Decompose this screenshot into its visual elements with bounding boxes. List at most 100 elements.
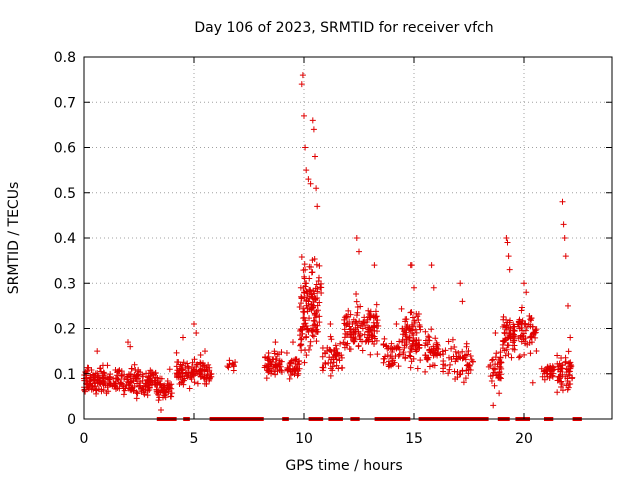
data-point bbox=[124, 376, 131, 383]
data-point bbox=[348, 331, 355, 338]
data-point bbox=[504, 342, 511, 349]
data-point bbox=[173, 349, 180, 356]
data-point bbox=[135, 368, 142, 375]
data-point bbox=[463, 340, 470, 347]
data-point bbox=[180, 359, 187, 366]
data-point bbox=[546, 375, 553, 382]
data-point bbox=[229, 360, 236, 367]
data-point bbox=[303, 352, 310, 359]
data-point bbox=[530, 330, 537, 337]
chart-title: Day 106 of 2023, SRMTID for receiver vfc… bbox=[194, 20, 493, 36]
data-point bbox=[384, 352, 391, 359]
data-point bbox=[128, 378, 135, 385]
data-point bbox=[319, 353, 326, 360]
data-point-peak bbox=[561, 235, 568, 241]
data-point bbox=[208, 373, 215, 380]
data-point bbox=[345, 307, 352, 314]
data-point bbox=[301, 314, 308, 321]
data-point bbox=[554, 377, 561, 384]
data-point bbox=[462, 375, 469, 382]
data-point bbox=[496, 390, 503, 397]
data-point bbox=[517, 353, 524, 360]
data-point bbox=[440, 368, 447, 375]
data-point bbox=[350, 316, 357, 323]
data-point bbox=[490, 369, 497, 376]
data-point bbox=[104, 362, 111, 369]
data-point bbox=[133, 389, 140, 396]
data-point-peak bbox=[302, 144, 309, 151]
data-point bbox=[364, 316, 371, 323]
data-point bbox=[224, 363, 231, 370]
data-point bbox=[451, 343, 458, 350]
data-point-peak bbox=[430, 284, 437, 291]
data-point bbox=[497, 364, 504, 371]
data-point bbox=[558, 355, 565, 362]
data-point bbox=[120, 391, 127, 398]
data-point bbox=[265, 363, 272, 370]
data-point bbox=[411, 319, 418, 326]
data-point bbox=[318, 290, 325, 296]
data-point bbox=[465, 363, 472, 370]
data-point bbox=[452, 358, 459, 365]
data-point bbox=[303, 280, 310, 287]
data-point bbox=[128, 365, 135, 372]
data-point bbox=[329, 367, 336, 374]
data-point bbox=[266, 368, 273, 375]
data-point bbox=[459, 368, 466, 375]
data-point bbox=[309, 294, 316, 301]
data-point bbox=[527, 316, 534, 323]
data-point bbox=[173, 363, 180, 370]
data-point bbox=[499, 323, 506, 330]
tick-labels: 0 0.1 0.2 0.3 0.4 0.5 0.6 0.7 0.8 0 5 10 15 20 bbox=[54, 50, 533, 447]
data-point bbox=[284, 364, 291, 371]
data-point-peak bbox=[490, 402, 497, 409]
data-point bbox=[189, 370, 196, 377]
data-point bbox=[396, 346, 403, 353]
data-point bbox=[314, 322, 321, 329]
data-point bbox=[510, 333, 517, 340]
data-point bbox=[308, 269, 315, 276]
data-point bbox=[555, 373, 562, 380]
data-point bbox=[322, 359, 329, 366]
data-point-peak bbox=[353, 235, 360, 241]
data-point bbox=[388, 340, 395, 347]
data-point bbox=[317, 284, 324, 291]
data-point bbox=[343, 314, 350, 321]
data-point bbox=[407, 364, 414, 371]
data-point bbox=[446, 366, 453, 373]
data-point bbox=[341, 334, 348, 341]
data-point bbox=[101, 380, 108, 387]
data-point bbox=[157, 380, 164, 387]
data-point bbox=[402, 333, 409, 340]
data-point bbox=[558, 378, 565, 385]
data-point bbox=[462, 356, 469, 363]
data-point bbox=[533, 326, 540, 333]
data-point bbox=[304, 292, 311, 299]
data-point bbox=[522, 320, 529, 327]
data-point bbox=[407, 343, 414, 350]
data-point bbox=[487, 373, 494, 380]
data-point-peak bbox=[309, 117, 316, 124]
data-point bbox=[117, 381, 124, 388]
data-point bbox=[392, 353, 399, 360]
data-point bbox=[357, 303, 364, 310]
data-point bbox=[503, 322, 510, 329]
data-point-peak bbox=[521, 280, 527, 287]
data-point bbox=[332, 350, 339, 357]
x-tick-label: 15 bbox=[405, 431, 423, 447]
data-point bbox=[295, 367, 302, 374]
data-point bbox=[565, 371, 572, 378]
data-point bbox=[297, 300, 304, 307]
data-point bbox=[452, 348, 459, 355]
data-point bbox=[422, 368, 429, 375]
data-point bbox=[518, 304, 525, 311]
data-point bbox=[328, 336, 335, 343]
data-point bbox=[541, 376, 548, 383]
data-point bbox=[152, 369, 159, 376]
data-point bbox=[372, 308, 379, 315]
y-tick-label: 0.6 bbox=[54, 141, 76, 157]
y-tick-label: 0.2 bbox=[54, 322, 76, 338]
data-point bbox=[199, 371, 206, 378]
data-point bbox=[309, 327, 316, 334]
data-point bbox=[291, 365, 298, 372]
